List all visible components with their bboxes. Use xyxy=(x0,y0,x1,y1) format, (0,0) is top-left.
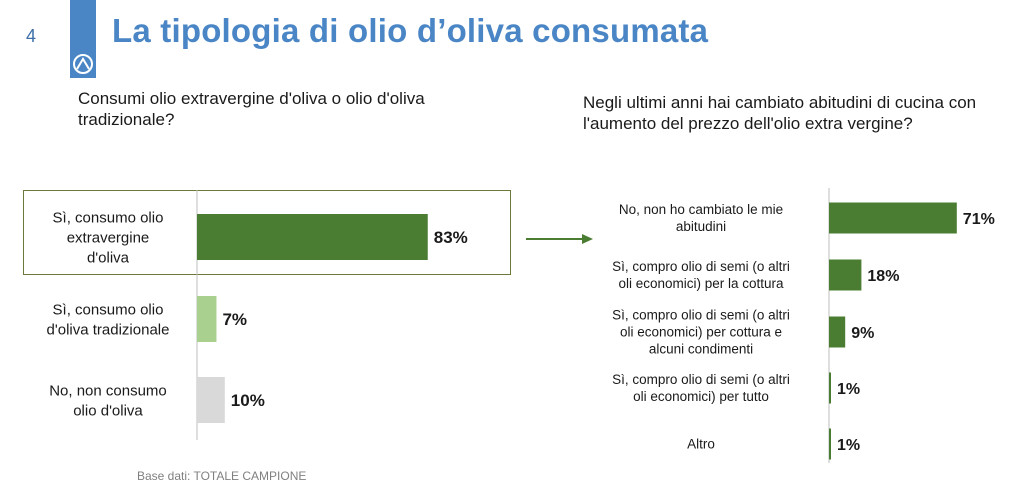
right-chart-bar-0 xyxy=(829,202,957,234)
left-chart-bar-0 xyxy=(197,214,428,260)
page-number: 4 xyxy=(26,26,37,46)
left-chart-category-label-1-0: Sì, consumo olio xyxy=(53,301,164,318)
brand-logo-icon xyxy=(73,54,93,74)
left-chart-value-label-2: 10% xyxy=(231,391,265,410)
right-chart-bar-1 xyxy=(829,259,862,291)
right-chart-value-label-0: 71% xyxy=(963,211,995,228)
left-chart-category-label-1-1: d'oliva tradizionale xyxy=(47,321,170,338)
left-chart-category-label-2-0: No, non consumo xyxy=(49,382,167,399)
right-chart-category-label-3-1: oli economici) per tutto xyxy=(633,389,769,404)
left-chart-category-label-0-0: Sì, consumo olio xyxy=(53,209,164,226)
right-chart-category-label-2-1: oli economici) per cottura e xyxy=(620,325,782,340)
left-chart-value-label-0: 83% xyxy=(434,228,468,247)
slide-title: La tipologia di olio d’oliva consumata xyxy=(112,12,709,49)
left-chart-bar-1 xyxy=(197,296,217,342)
left-chart-question: Consumi olio extravergine d'oliva o olio… xyxy=(78,89,425,129)
left-chart-bar-2 xyxy=(197,377,225,423)
left-chart-category-label-0-2: d'oliva xyxy=(87,249,130,266)
right-chart-value-label-1: 18% xyxy=(867,268,899,285)
left-chart-category-label-0-1: extravergine xyxy=(67,229,150,246)
right-chart-value-label-2: 9% xyxy=(851,325,874,342)
right-chart-question: Negli ultimi anni hai cambiato abitudini… xyxy=(583,93,977,133)
right-chart-bar-2 xyxy=(829,316,846,348)
right-chart-bar-3 xyxy=(829,372,831,404)
right-chart-category-label-2-0: Sì, compro olio di semi (o altri xyxy=(612,308,790,323)
footnote: Base dati: TOTALE CAMPIONE xyxy=(137,469,307,483)
right-chart-value-label-3: 1% xyxy=(837,381,860,398)
right-chart-category-label-1-0: Sì, compro olio di semi (o altri xyxy=(612,259,790,274)
right-chart-category-label-0-1: abitudini xyxy=(676,219,726,234)
highlight-box xyxy=(23,190,511,275)
right-chart-category-label-2-2: alcuni condimenti xyxy=(649,342,753,357)
arrow-right-icon xyxy=(526,234,593,244)
right-chart-category-label-1-1: oli economici) per la cottura xyxy=(618,276,784,291)
right-chart-bar-4 xyxy=(829,428,831,460)
right-chart-category-label-0-0: No, non ho cambiato le mie xyxy=(619,202,783,217)
right-chart-category-label-3-0: Sì, compro olio di semi (o altri xyxy=(612,372,790,387)
right-chart-category-label-4-0: Altro xyxy=(687,437,715,452)
left-chart-category-label-2-1: olio d'oliva xyxy=(73,402,143,419)
left-chart-value-label-1: 7% xyxy=(222,310,247,329)
right-chart-value-label-4: 1% xyxy=(837,437,860,454)
